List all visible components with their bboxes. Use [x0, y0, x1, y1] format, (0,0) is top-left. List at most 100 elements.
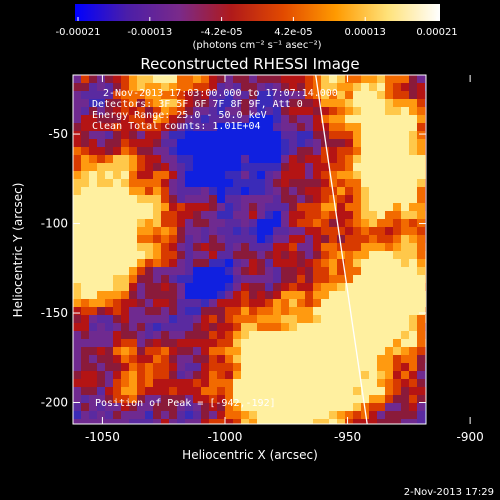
heatmap-cell: [353, 179, 361, 187]
heatmap-cell: [401, 99, 409, 107]
heatmap-cell: [169, 99, 177, 107]
heatmap-cell: [289, 387, 297, 395]
heatmap-cell: [369, 155, 377, 163]
heatmap-cell: [73, 155, 81, 163]
heatmap-cell: [385, 339, 393, 347]
heatmap-cell: [169, 355, 177, 363]
heatmap-cell: [249, 123, 257, 131]
heatmap-cell: [217, 339, 225, 347]
heatmap-cell: [329, 203, 337, 211]
heatmap-cell: [321, 99, 329, 107]
heatmap-cell: [281, 403, 289, 411]
heatmap-cell: [201, 251, 209, 259]
heatmap-cell: [329, 251, 337, 259]
heatmap-cell: [289, 379, 297, 387]
heatmap-cell: [105, 267, 113, 275]
heatmap-cell: [185, 179, 193, 187]
heatmap-cell: [225, 235, 233, 243]
heatmap-cell: [217, 99, 225, 107]
heatmap-cell: [409, 291, 417, 299]
heatmap-cell: [145, 315, 153, 323]
heatmap-cell: [329, 315, 337, 323]
heatmap-cell: [169, 107, 177, 115]
heatmap-cell: [265, 75, 273, 83]
heatmap-cell: [281, 267, 289, 275]
heatmap-cell: [369, 219, 377, 227]
heatmap-cell: [297, 355, 305, 363]
heatmap-cell: [113, 371, 121, 379]
colorbar-tick-label: -0.00021: [56, 27, 101, 38]
heatmap-cell: [329, 291, 337, 299]
heatmap-cell: [121, 299, 129, 307]
heatmap-cell: [385, 75, 393, 83]
heatmap-cell: [73, 163, 81, 171]
heatmap-cell: [121, 171, 129, 179]
heatmap-cell: [129, 403, 137, 411]
x-tick-label: -1000: [208, 430, 243, 444]
heatmap-cell: [361, 187, 369, 195]
heatmap-cell: [241, 139, 249, 147]
heatmap-cell: [377, 291, 385, 299]
heatmap-cell: [241, 371, 249, 379]
y-tick-label: -50: [48, 127, 68, 141]
heatmap-cell: [345, 179, 353, 187]
heatmap-cell: [377, 267, 385, 275]
heatmap-cell: [345, 195, 353, 203]
heatmap-cell: [321, 155, 329, 163]
heatmap-cell: [385, 123, 393, 131]
heatmap-cell: [249, 395, 257, 403]
heatmap-cell: [305, 195, 313, 203]
heatmap-cell: [393, 411, 401, 419]
heatmap-cell: [201, 379, 209, 387]
heatmap-cell: [337, 379, 345, 387]
heatmap-cell: [313, 331, 321, 339]
heatmap-cell: [201, 155, 209, 163]
heatmap-cell: [201, 123, 209, 131]
heatmap-cell: [185, 171, 193, 179]
heatmap-cell: [377, 363, 385, 371]
heatmap-cell: [329, 131, 337, 139]
heatmap-cell: [361, 75, 369, 83]
heatmap-cell: [273, 371, 281, 379]
heatmap-cell: [193, 323, 201, 331]
heatmap-cell: [313, 403, 321, 411]
heatmap-cell: [177, 235, 185, 243]
heatmap-cell: [241, 291, 249, 299]
heatmap-cell: [161, 371, 169, 379]
heatmap-cell: [313, 339, 321, 347]
heatmap-cell: [393, 259, 401, 267]
heatmap-cell: [393, 91, 401, 99]
heatmap-cell: [225, 219, 233, 227]
heatmap-cell: [153, 179, 161, 187]
heatmap-cell: [401, 411, 409, 419]
colorbar-tick-label: 4.2e-05: [274, 27, 312, 38]
heatmap-cell: [329, 379, 337, 387]
heatmap-cell: [337, 291, 345, 299]
heatmap-cell: [201, 179, 209, 187]
heatmap-cell: [361, 259, 369, 267]
heatmap-cell: [177, 107, 185, 115]
heatmap-cell: [81, 219, 89, 227]
heatmap-cell: [169, 235, 177, 243]
heatmap-cell: [313, 379, 321, 387]
heatmap-cell: [113, 251, 121, 259]
heatmap-cell: [105, 99, 113, 107]
heatmap-cell: [321, 147, 329, 155]
heatmap-cell: [417, 323, 425, 331]
heatmap-cell: [177, 171, 185, 179]
heatmap-cell: [81, 203, 89, 211]
heatmap-cell: [401, 299, 409, 307]
heatmap-cell: [153, 195, 161, 203]
y-axis-label: Heliocentric Y (arcsec): [11, 183, 25, 318]
heatmap-cell: [385, 291, 393, 299]
heatmap-cell: [97, 187, 105, 195]
heatmap-cell: [345, 171, 353, 179]
heatmap-cell: [345, 219, 353, 227]
heatmap-cell: [385, 243, 393, 251]
heatmap-cell: [361, 419, 369, 424]
heatmap-cell: [105, 179, 113, 187]
heatmap-cell: [89, 195, 97, 203]
heatmap-cell: [129, 179, 137, 187]
heatmap-cell: [241, 187, 249, 195]
heatmap-cell: [209, 131, 217, 139]
